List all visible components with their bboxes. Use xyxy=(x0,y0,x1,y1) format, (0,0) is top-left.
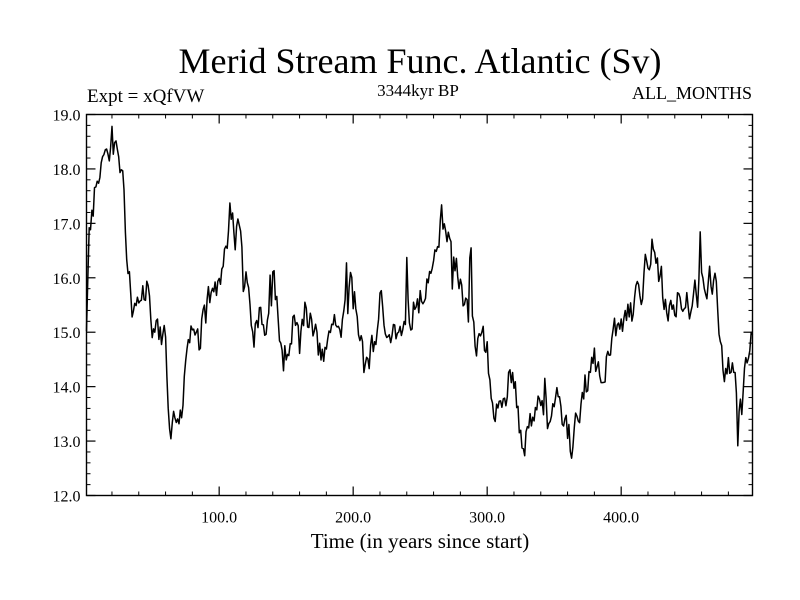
series-line xyxy=(85,125,754,459)
y-tick-label: 14.0 xyxy=(53,380,81,397)
x-tick-label: 100.0 xyxy=(201,510,237,527)
y-tick-label: 13.0 xyxy=(53,434,81,451)
plot-area xyxy=(85,125,754,459)
y-tick-label: 16.0 xyxy=(53,271,81,288)
plot-frame xyxy=(85,113,754,497)
experiment-label: Expt = xQfVW xyxy=(87,86,204,107)
x-axis-label: Time (in years since start) xyxy=(311,529,530,553)
period-label: 3344kyr BP xyxy=(377,81,459,100)
x-tick-label: 400.0 xyxy=(603,510,639,527)
months-label: ALL_MONTHS xyxy=(632,83,752,103)
y-tick-label: 12.0 xyxy=(53,489,81,506)
chart-title: Merid Stream Func. Atlantic (Sv) xyxy=(179,41,662,81)
y-tick-label: 17.0 xyxy=(53,216,81,233)
x-tick-label: 300.0 xyxy=(469,510,505,527)
y-tick-label: 18.0 xyxy=(53,162,81,179)
y-tick-label: 15.0 xyxy=(53,325,81,342)
axes: 12.0 13.0 14.0 15.0 16.0 17.0 18.0 19.0 100.0 200… xyxy=(53,108,753,527)
y-tick-label: 19.0 xyxy=(53,108,81,125)
x-tick-label: 200.0 xyxy=(335,510,371,527)
